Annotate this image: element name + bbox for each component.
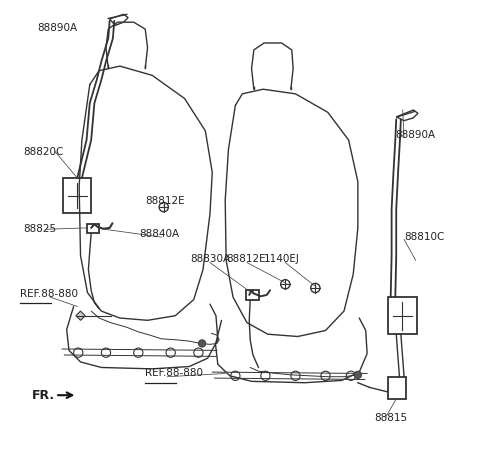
- Bar: [63, 178, 91, 213]
- Text: 88812E: 88812E: [146, 196, 185, 206]
- Circle shape: [354, 371, 361, 379]
- Text: 88815: 88815: [374, 413, 407, 423]
- Bar: [86, 224, 99, 233]
- Text: 88890A: 88890A: [37, 23, 78, 33]
- Text: REF.88-880: REF.88-880: [145, 368, 203, 379]
- Text: 88810C: 88810C: [404, 232, 444, 242]
- Text: FR.: FR.: [32, 389, 55, 402]
- Text: 1140EJ: 1140EJ: [264, 254, 300, 264]
- Text: 88825: 88825: [23, 224, 56, 234]
- Bar: [246, 290, 259, 300]
- Bar: [388, 297, 417, 334]
- Text: REF.88-880: REF.88-880: [21, 288, 78, 299]
- Text: 88890A: 88890A: [395, 131, 435, 140]
- Text: 88840A: 88840A: [139, 229, 180, 239]
- Text: 88812E: 88812E: [226, 254, 266, 264]
- Text: 88830A: 88830A: [190, 254, 230, 264]
- Bar: [388, 377, 407, 399]
- Circle shape: [198, 340, 206, 347]
- Text: 88820C: 88820C: [23, 146, 63, 157]
- Polygon shape: [76, 311, 85, 320]
